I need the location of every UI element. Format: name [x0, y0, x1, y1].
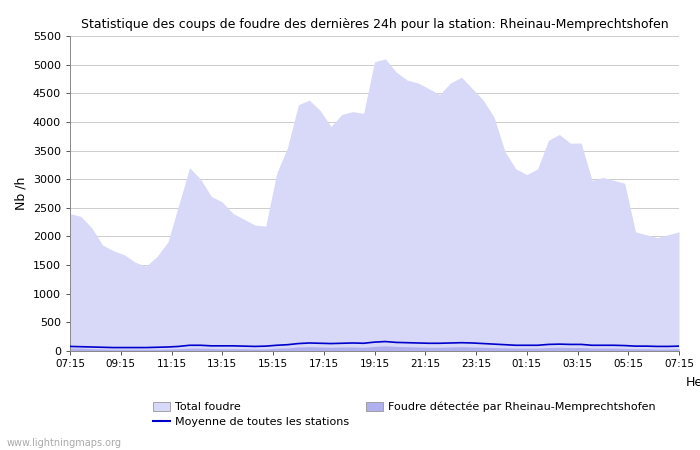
Text: www.lightningmaps.org: www.lightningmaps.org	[7, 438, 122, 448]
Text: Heure: Heure	[686, 376, 700, 389]
Title: Statistique des coups de foudre des dernières 24h pour la station: Rheinau-Mempr: Statistique des coups de foudre des dern…	[80, 18, 668, 31]
Legend: Total foudre, Moyenne de toutes les stations, Foudre détectée par Rheinau-Mempre: Total foudre, Moyenne de toutes les stat…	[148, 397, 660, 432]
Y-axis label: Nb /h: Nb /h	[14, 177, 27, 210]
